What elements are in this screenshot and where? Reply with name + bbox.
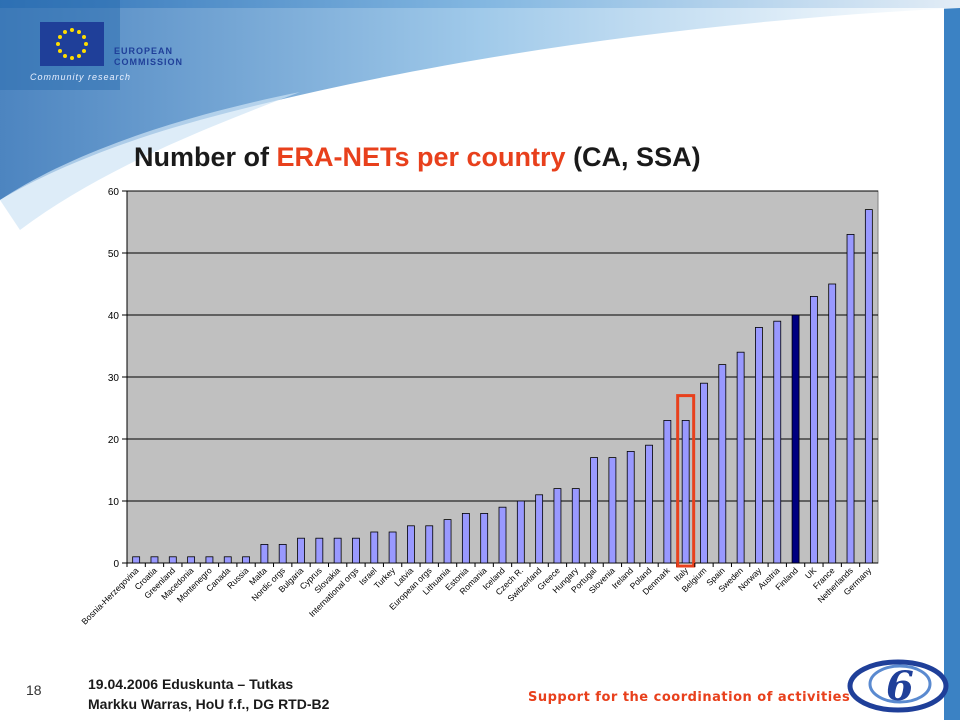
bar (535, 494, 544, 564)
bar (425, 525, 434, 564)
bar (773, 320, 782, 564)
bar (608, 457, 617, 564)
bar (553, 488, 562, 564)
bar (333, 537, 342, 564)
x-tick-label: Turkey (372, 565, 398, 591)
bar (150, 556, 159, 564)
bar (407, 525, 415, 564)
svg-text:6: 6 (886, 663, 914, 710)
highlight-box (676, 394, 696, 568)
bar (809, 295, 818, 564)
y-tick-label: 60 (108, 187, 120, 198)
bar (590, 457, 598, 564)
slide-title: Number of ERA-NETs per country (CA, SSA) (134, 142, 701, 173)
bar (443, 519, 452, 564)
bar (498, 506, 507, 564)
bar (681, 419, 690, 564)
bar (370, 531, 379, 564)
y-tick-label: 10 (108, 497, 120, 508)
bar (571, 488, 580, 564)
bar (791, 314, 800, 564)
eu-flag-icon (40, 22, 104, 66)
title-before: Number of (134, 142, 277, 172)
bar (278, 544, 287, 564)
bar (828, 283, 837, 564)
bar (388, 531, 397, 564)
title-highlight: ERA-NETs per country (276, 142, 566, 172)
bar (187, 556, 196, 564)
bar (223, 556, 232, 564)
bar (205, 556, 214, 564)
y-tick-label: 0 (113, 559, 119, 570)
y-tick-label: 20 (108, 435, 120, 446)
bar (718, 364, 727, 564)
bar (516, 500, 525, 564)
title-after: (CA, SSA) (565, 142, 701, 172)
bar (315, 537, 324, 564)
bar (663, 419, 672, 564)
y-tick-label: 30 (108, 373, 120, 384)
bar (736, 351, 745, 564)
x-tick-label: Bosnia-Herzegovina (79, 565, 140, 626)
bar (352, 537, 360, 564)
bar (864, 209, 873, 564)
fp6-logo-icon: 6 (847, 659, 949, 713)
logo-subtitle: Community research (30, 72, 132, 82)
bar (297, 537, 305, 564)
y-tick-label: 40 (108, 311, 120, 322)
bar (242, 556, 250, 564)
bar (480, 513, 489, 564)
european-commission-logo: EUROPEAN COMMISSION Community research (30, 14, 200, 84)
footer-date-line: 19.04.2006 Eduskunta – Tutkas (88, 676, 294, 692)
bar (755, 326, 763, 564)
footer-tagline: Support for the coordination of activiti… (528, 690, 851, 705)
bar (645, 444, 653, 564)
y-tick-label: 50 (108, 249, 120, 260)
bar (132, 556, 141, 564)
page-number: 18 (26, 682, 42, 698)
bar (700, 382, 708, 564)
bar (168, 556, 177, 564)
bar (260, 544, 269, 564)
bar (626, 450, 635, 564)
logo-text: EUROPEAN COMMISSION (114, 46, 184, 67)
footer-author-line: Markku Warras, HoU f.f., DG RTD-B2 (88, 696, 330, 712)
bar (846, 233, 855, 564)
bar (461, 513, 470, 564)
x-tick-label: Russia (225, 565, 251, 591)
